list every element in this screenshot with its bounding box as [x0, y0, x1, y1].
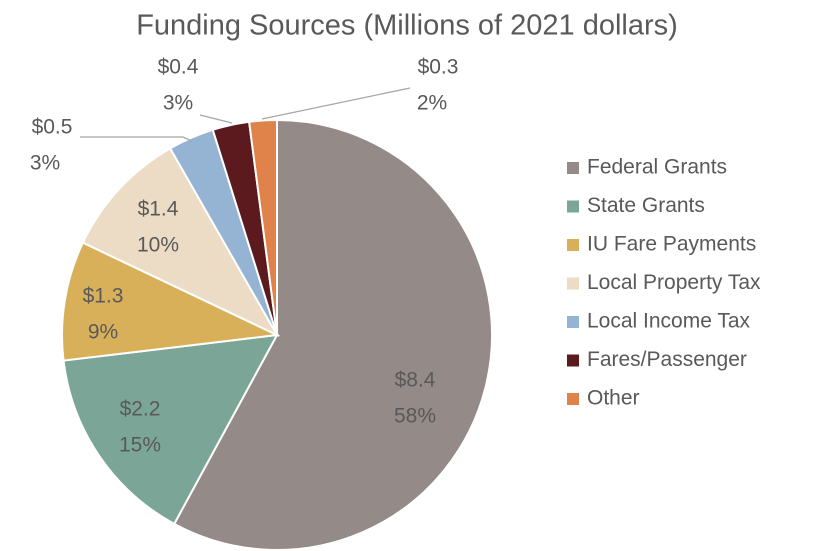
- legend-swatch: [567, 239, 579, 251]
- pie-slice: [62, 333, 279, 526]
- legend-swatch: [567, 316, 579, 328]
- value-label: $2.2: [120, 398, 161, 421]
- legend-label: Local Income Tax: [587, 310, 751, 333]
- percent-label: 3%: [30, 152, 60, 175]
- legend-swatch: [567, 162, 579, 174]
- pie-slice: [81, 147, 280, 338]
- legend-label: State Grants: [587, 194, 705, 217]
- value-label: $8.4: [395, 369, 436, 392]
- legend-label: IU Fare Payments: [587, 233, 756, 256]
- leader-line: [261, 87, 411, 120]
- value-label: $0.3: [418, 56, 459, 79]
- legend-label: Other: [587, 387, 640, 410]
- percent-label: 9%: [88, 321, 118, 344]
- leader-line: [80, 136, 193, 142]
- legend-label: Fares/Passenger: [587, 348, 747, 371]
- leader-line: [199, 114, 233, 124]
- legend-swatch: [567, 354, 579, 367]
- pie-slice: [172, 118, 493, 551]
- legend-swatch: [567, 200, 579, 213]
- value-label: $0.5: [32, 116, 73, 139]
- percent-label: 10%: [137, 234, 179, 257]
- value-label: $1.3: [83, 285, 124, 308]
- value-label: $0.4: [158, 56, 199, 79]
- pie-slice: [248, 118, 278, 336]
- legend-label: Local Property Tax: [587, 271, 761, 294]
- value-label: $1.4: [138, 198, 179, 221]
- percent-label: 2%: [417, 92, 447, 115]
- legend-label: Federal Grants: [587, 156, 727, 179]
- chart-title: Funding Sources (Millions of 2021 dollar…: [136, 10, 678, 42]
- percent-label: 58%: [394, 405, 436, 428]
- percent-label: 3%: [163, 92, 193, 115]
- legend-swatch: [567, 393, 579, 405]
- legend-swatch: [567, 277, 579, 290]
- percent-label: 15%: [119, 434, 161, 457]
- pie-slice: [61, 241, 281, 362]
